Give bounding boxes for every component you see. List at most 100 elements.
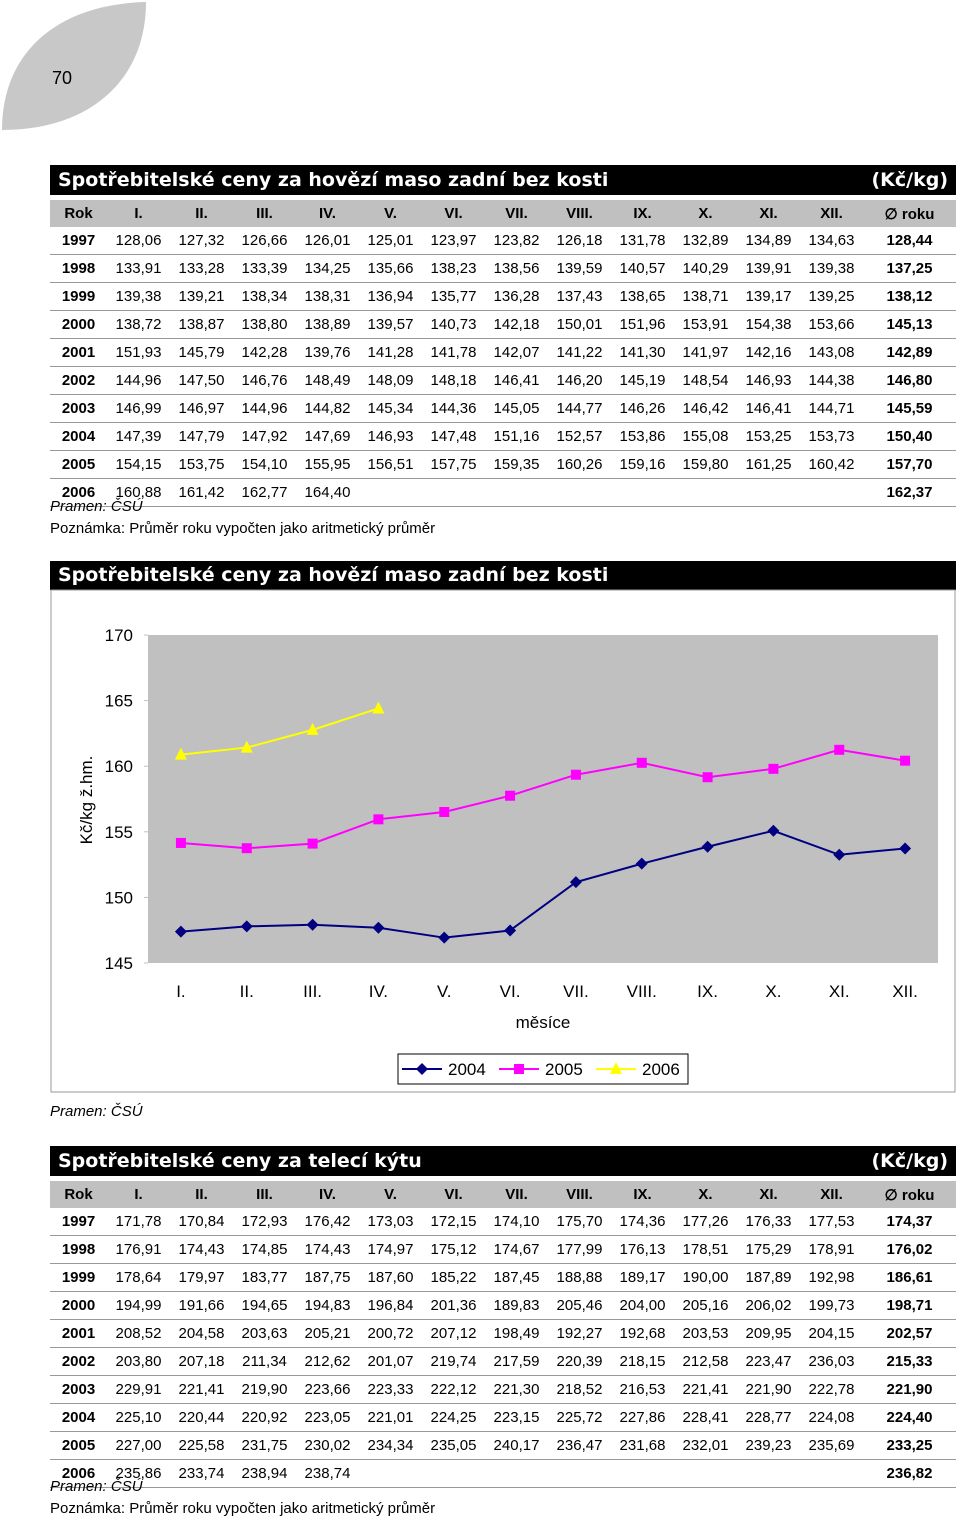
note: Poznámka: Průměr roku vypočten jako arit… bbox=[50, 1500, 436, 1517]
cell: 134,63 bbox=[800, 227, 863, 255]
cell: 148,54 bbox=[674, 366, 737, 395]
cell: 172,93 bbox=[233, 1208, 296, 1236]
cell: 194,65 bbox=[233, 1291, 296, 1320]
cell: 147,69 bbox=[296, 422, 359, 451]
cell: 211,34 bbox=[233, 1347, 296, 1376]
cell bbox=[485, 478, 548, 507]
marker bbox=[702, 772, 713, 783]
x-tick-label: III. bbox=[303, 982, 322, 1001]
cell: 141,22 bbox=[548, 338, 611, 367]
cell: 174,37 bbox=[863, 1208, 956, 1236]
cell: 178,51 bbox=[674, 1235, 737, 1264]
cell: 139,38 bbox=[107, 282, 170, 311]
marker bbox=[416, 1063, 428, 1075]
cell: 138,87 bbox=[170, 310, 233, 339]
legend-box bbox=[397, 1053, 689, 1085]
cell: 148,18 bbox=[422, 366, 485, 395]
x-tick-label: IX. bbox=[697, 982, 718, 1001]
cell bbox=[422, 478, 485, 507]
cell: 206,02 bbox=[737, 1291, 800, 1320]
unit: (Kč/kg) bbox=[871, 169, 948, 191]
cell: 150,40 bbox=[863, 422, 956, 451]
cell: 190,00 bbox=[674, 1263, 737, 1292]
cell: 2000 bbox=[50, 1291, 107, 1320]
cell: 141,78 bbox=[422, 338, 485, 367]
cell: 176,33 bbox=[737, 1208, 800, 1236]
cell: 208,52 bbox=[107, 1319, 170, 1348]
cell: 160,26 bbox=[548, 450, 611, 479]
cell: ∅ roku bbox=[863, 1181, 956, 1208]
cell: 138,71 bbox=[674, 282, 737, 311]
chart-title: Spotřebitelské ceny za hovězí maso zadní… bbox=[50, 561, 956, 590]
cell: 146,41 bbox=[737, 394, 800, 423]
cell: VI. bbox=[422, 1181, 485, 1208]
leaf-shape bbox=[2, 2, 146, 130]
cell: 2001 bbox=[50, 1319, 107, 1348]
marker bbox=[570, 769, 581, 780]
cell: 125,01 bbox=[359, 227, 422, 255]
cell: 144,77 bbox=[548, 394, 611, 423]
cell: 198,49 bbox=[485, 1319, 548, 1348]
cell: 177,99 bbox=[548, 1235, 611, 1264]
cell: 171,78 bbox=[107, 1208, 170, 1236]
cell: 126,66 bbox=[233, 227, 296, 255]
marker bbox=[505, 790, 516, 801]
x-tick-label: VI. bbox=[500, 982, 521, 1001]
marker bbox=[240, 920, 253, 933]
cell: 174,10 bbox=[485, 1208, 548, 1236]
y-tick-label: 155 bbox=[105, 823, 133, 842]
cell: XII. bbox=[800, 200, 863, 227]
cell: 2004 bbox=[50, 1403, 107, 1432]
cell: 174,43 bbox=[296, 1235, 359, 1264]
cell bbox=[422, 1459, 485, 1488]
cell: 133,39 bbox=[233, 254, 296, 283]
cell: 151,16 bbox=[485, 422, 548, 451]
unit: (Kč/kg) bbox=[871, 1150, 948, 1172]
cell: 2006 bbox=[50, 478, 107, 507]
x-tick-label: XI. bbox=[829, 982, 850, 1001]
cell: 153,91 bbox=[674, 310, 737, 339]
cell: II. bbox=[170, 200, 233, 227]
cell bbox=[359, 478, 422, 507]
marker bbox=[439, 806, 450, 817]
cell: 147,92 bbox=[233, 422, 296, 451]
title: Spotřebitelské ceny za hovězí maso zadní… bbox=[58, 169, 609, 191]
cell: 204,15 bbox=[800, 1319, 863, 1348]
cell: 2002 bbox=[50, 1347, 107, 1376]
cell: 221,90 bbox=[863, 1375, 956, 1404]
cell: 135,66 bbox=[359, 254, 422, 283]
cell: 141,30 bbox=[611, 338, 674, 367]
cell: VIII. bbox=[548, 1181, 611, 1208]
cell: 194,99 bbox=[107, 1291, 170, 1320]
cell: 146,99 bbox=[107, 394, 170, 423]
cell: 196,84 bbox=[359, 1291, 422, 1320]
cell: 137,25 bbox=[863, 254, 956, 283]
y-tick-label: 165 bbox=[105, 692, 133, 711]
cell: 189,17 bbox=[611, 1263, 674, 1292]
cell: 138,23 bbox=[422, 254, 485, 283]
cell: 146,42 bbox=[674, 394, 737, 423]
cell bbox=[800, 1459, 863, 1488]
cell: 136,94 bbox=[359, 282, 422, 311]
source: Pramen: ČSÚ bbox=[50, 1103, 143, 1120]
cell: 134,89 bbox=[737, 227, 800, 255]
cell: 218,15 bbox=[611, 1347, 674, 1376]
x-tick-label: VII. bbox=[563, 982, 589, 1001]
row: 2001 208,52 204,58 203,63 205,21 200,72 207,12… bbox=[50, 1319, 956, 1348]
cell: VII. bbox=[485, 1181, 548, 1208]
cell: 142,28 bbox=[233, 338, 296, 367]
row: 1999 139,38 139,21 138,34 138,31 136,94 135,77… bbox=[50, 282, 956, 311]
cell: 151,96 bbox=[611, 310, 674, 339]
cell bbox=[548, 478, 611, 507]
cell: 147,39 bbox=[107, 422, 170, 451]
cell: 155,95 bbox=[296, 450, 359, 479]
marker bbox=[307, 838, 318, 849]
cell: 150,01 bbox=[548, 310, 611, 339]
cell: 175,12 bbox=[422, 1235, 485, 1264]
x-tick-label: IV. bbox=[369, 982, 388, 1001]
cell: 2006 bbox=[50, 1459, 107, 1488]
cell: 186,61 bbox=[863, 1263, 956, 1292]
cell: 240,17 bbox=[485, 1431, 548, 1460]
cell: 145,05 bbox=[485, 394, 548, 423]
cell: 153,86 bbox=[611, 422, 674, 451]
